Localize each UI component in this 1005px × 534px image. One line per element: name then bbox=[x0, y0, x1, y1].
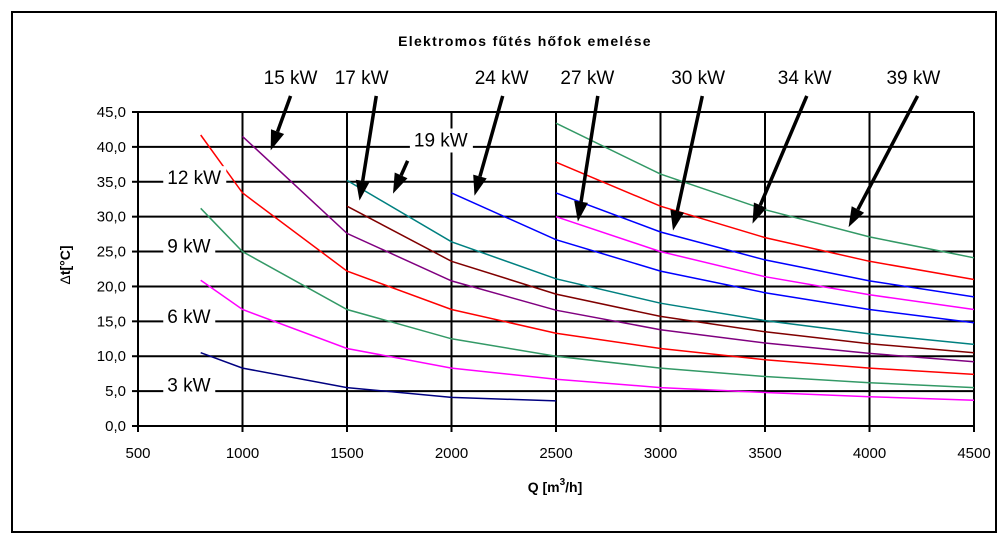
y-tick-label: 0,0 bbox=[105, 418, 126, 435]
x-tick-label: 1000 bbox=[226, 445, 259, 462]
arrow-head-19-kw bbox=[393, 172, 408, 194]
arrow-34-kw bbox=[758, 95, 809, 206]
y-tick-label: 45,0 bbox=[97, 104, 126, 121]
x-tick-label: 3500 bbox=[748, 445, 781, 462]
series-line-3-kw bbox=[200, 351, 557, 402]
arrow-head-39-kw bbox=[848, 206, 865, 228]
arrow-head-27-kw bbox=[574, 200, 588, 222]
arrow-30-kw bbox=[675, 95, 705, 212]
y-tick-label: 25,0 bbox=[97, 244, 126, 261]
x-axis-label-sup: 3 bbox=[560, 477, 566, 488]
x-tick-label: 4500 bbox=[957, 445, 990, 462]
arrow-15-kw bbox=[275, 95, 293, 133]
series-line-15-kw bbox=[241, 135, 975, 363]
inline-label-12-kw: 12 kW bbox=[167, 168, 221, 189]
inline-label-9-kw: 9 kW bbox=[167, 237, 210, 258]
inline-label-19-kw: 19 kW bbox=[414, 130, 468, 151]
inline-label-bg bbox=[163, 234, 216, 259]
series-line-30-kw bbox=[555, 192, 975, 298]
arrow-label-17-kw: 17 kW bbox=[335, 68, 389, 89]
y-tick-label: 35,0 bbox=[97, 174, 126, 191]
series-line-34-kw bbox=[555, 161, 975, 281]
arrow-head-24-kw bbox=[473, 174, 487, 196]
arrow-label-34-kw: 34 kW bbox=[778, 68, 832, 89]
arrow-label-24-kw: 24 kW bbox=[475, 68, 529, 89]
inline-label-bg bbox=[163, 305, 216, 330]
y-tick-label: 5,0 bbox=[105, 383, 126, 400]
x-tick-label: 2000 bbox=[435, 445, 468, 462]
series-line-24-kw bbox=[451, 192, 975, 324]
arrow-head-30-kw bbox=[670, 209, 685, 231]
x-tick-label: 4000 bbox=[853, 445, 886, 462]
inline-label-bg bbox=[163, 166, 227, 191]
y-tick-label: 20,0 bbox=[97, 278, 126, 295]
x-axis-label-end: /h] bbox=[565, 479, 582, 495]
y-tick-label: 10,0 bbox=[97, 348, 126, 365]
series-line-12-kw bbox=[200, 134, 975, 376]
inline-label-6-kw: 6 kW bbox=[167, 307, 210, 328]
y-tick-label: 15,0 bbox=[97, 313, 126, 330]
y-axis-label-rest: t[°C] bbox=[57, 245, 73, 275]
series-line-27-kw bbox=[555, 215, 975, 311]
y-tick-label: 40,0 bbox=[97, 139, 126, 156]
x-axis-label-main: Q [m bbox=[528, 479, 560, 495]
inline-label-bg bbox=[409, 128, 473, 153]
arrow-19-kw bbox=[399, 160, 410, 177]
arrow-head-34-kw bbox=[752, 202, 767, 224]
x-tick-label: 500 bbox=[125, 445, 150, 462]
y-axis-label: Δt[°C] bbox=[57, 245, 73, 284]
arrow-17-kw bbox=[360, 95, 378, 182]
x-tick-label: 3000 bbox=[644, 445, 677, 462]
arrow-24-kw bbox=[478, 95, 505, 177]
x-tick-label: 1500 bbox=[330, 445, 363, 462]
y-axis-label-delta: Δ bbox=[57, 275, 73, 284]
grid-layer bbox=[137, 111, 975, 427]
x-axis-label: Q [m3/h] bbox=[528, 477, 583, 495]
annotation-layer: 3 kW 6 kW 9 kW 12 kW 19 kW 15 kW 17 kW 24 kW 27 … bbox=[163, 68, 940, 398]
series-line-6-kw bbox=[200, 279, 975, 401]
arrow-label-27-kw: 27 kW bbox=[560, 68, 614, 89]
arrow-head-17-kw bbox=[355, 179, 370, 201]
arrow-27-kw bbox=[579, 95, 600, 203]
tick-layer: 0,0 5,0 10,0 15,0 20,0 25,0 30,0 35,0 40,0 45,0 50… bbox=[97, 104, 991, 462]
arrow-label-15-kw: 15 kW bbox=[264, 68, 318, 89]
arrow-head-15-kw bbox=[270, 129, 285, 151]
series-line-19-kw bbox=[346, 179, 975, 346]
x-tick-label: 2500 bbox=[539, 445, 572, 462]
arrow-label-39-kw: 39 kW bbox=[886, 68, 940, 89]
arrow-label-30-kw: 30 kW bbox=[671, 68, 725, 89]
inline-label-3-kw: 3 kW bbox=[167, 375, 210, 396]
inline-label-bg bbox=[163, 373, 216, 398]
arrow-39-kw bbox=[856, 95, 920, 211]
series-line-17-kw bbox=[346, 205, 975, 354]
chart-title: Elektromos fűtés hőfok emelése bbox=[398, 33, 652, 49]
y-tick-label: 30,0 bbox=[97, 209, 126, 226]
series-line-9-kw bbox=[200, 207, 975, 389]
